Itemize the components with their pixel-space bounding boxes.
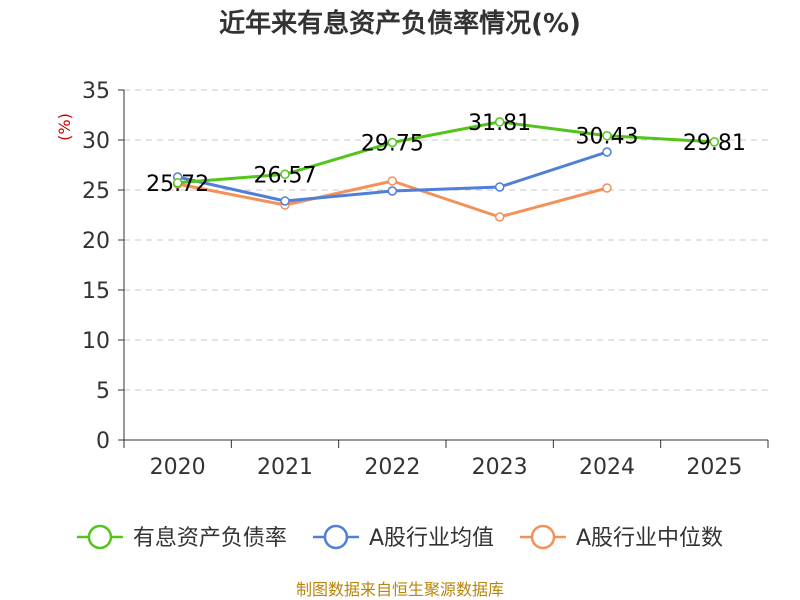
legend-item-0[interactable]: 有息资产负债率 [76, 524, 287, 551]
y-tick-label: 30 [82, 129, 110, 154]
legend-label: A股行业中位数 [576, 526, 723, 551]
y-axis-unit: (%) [55, 113, 74, 141]
y-tick-label: 5 [96, 379, 110, 404]
source-note: 制图数据来自恒生聚源数据库 [296, 580, 504, 599]
legend-circle-icon [530, 524, 556, 550]
data-label: 29.81 [683, 131, 746, 156]
series-point-2 [494, 212, 505, 222]
data-label: 31.81 [468, 111, 531, 136]
legend: 有息资产负债率 A股行业均值 A股行业中位数 [76, 524, 723, 551]
series-point-0 [280, 169, 290, 180]
series-lines [172, 117, 720, 222]
data-label: 25.72 [146, 172, 209, 197]
series-point-0 [172, 178, 183, 188]
series-line-0 [177, 120, 715, 185]
data-label: 29.75 [361, 132, 424, 157]
x-tick-label: 2024 [579, 455, 635, 480]
series-point-0 [709, 137, 720, 147]
series-point-0 [494, 117, 505, 127]
y-tick-label: 35 [82, 79, 110, 104]
y-tick-label: 15 [82, 279, 110, 304]
x-tick-label: 2022 [364, 455, 420, 480]
legend-circle-icon [87, 524, 113, 550]
x-tick-label: 2023 [472, 455, 528, 480]
legend-label: 有息资产负债率 [133, 526, 287, 551]
legend-item-2[interactable]: A股行业中位数 [520, 524, 723, 551]
series-point-1 [280, 196, 290, 206]
grid-lines [124, 89, 768, 391]
y-tick-label: 0 [96, 429, 110, 454]
series-point-1 [602, 147, 612, 157]
data-label: 30.43 [576, 125, 639, 150]
series-point-2 [387, 176, 398, 186]
chart-title: 近年来有息资产负债率情况(%) [219, 8, 581, 39]
y-tick-label: 25 [82, 179, 110, 204]
x-tick-label: 2020 [150, 455, 206, 480]
series-point-1 [387, 186, 398, 196]
series-point-0 [387, 137, 398, 148]
x-tick-label: 2021 [257, 455, 313, 480]
y-tick-label: 10 [82, 329, 110, 354]
legend-circle-icon [323, 524, 349, 550]
series-point-1 [494, 182, 505, 192]
legend-item-1[interactable]: A股行业均值 [312, 524, 494, 551]
data-label: 26.57 [254, 163, 317, 188]
data-labels: 25.72 26.57 29.75 31.81 30.43 29.81 [146, 111, 746, 197]
series-point-2 [602, 183, 612, 193]
x-tick-label: 2025 [686, 455, 742, 480]
y-tick-label: 20 [82, 229, 110, 254]
legend-label: A股行业均值 [369, 526, 494, 551]
series-point-0 [602, 130, 612, 141]
